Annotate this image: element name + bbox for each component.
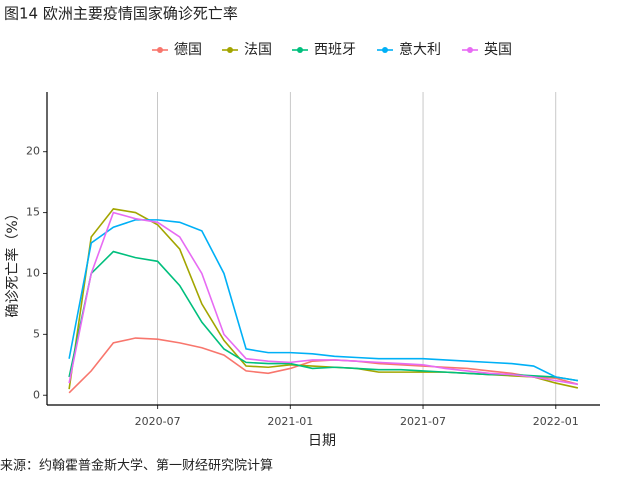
legend-swatch-dot <box>467 47 473 53</box>
legend-label: 德国 <box>174 42 202 58</box>
chart-title: 图14 欧洲主要疫情国家确诊死亡率 <box>4 5 238 23</box>
legend-label: 西班牙 <box>314 42 356 58</box>
legend-label: 意大利 <box>399 41 441 58</box>
y-tick-label: 10 <box>26 266 40 279</box>
series-line <box>68 211 579 386</box>
x-tick-label: 2020-07 <box>135 415 181 428</box>
legend-swatch-dot <box>297 47 303 53</box>
legend-label: 英国 <box>484 41 512 58</box>
x-tick-label: 2021-01 <box>267 415 313 428</box>
legend-swatch-dot <box>382 47 388 53</box>
y-tick-label: 20 <box>26 145 40 158</box>
x-tick-label: 2021-07 <box>400 415 446 428</box>
series-line <box>68 208 579 390</box>
y-tick-label: 15 <box>26 206 40 219</box>
legend-swatch-dot <box>227 47 233 53</box>
source-note: 来源：约翰霍普金斯大学、第一财经研究院计算 <box>0 458 273 474</box>
series-line <box>68 337 579 394</box>
legend-label: 法国 <box>244 42 272 58</box>
y-tick-label: 0 <box>33 388 40 401</box>
x-axis-label: 日期 <box>308 433 336 449</box>
series-line <box>68 219 579 382</box>
legend-swatch-dot <box>157 47 163 53</box>
series-line <box>68 250 579 382</box>
x-tick-label: 2022-01 <box>533 415 579 428</box>
y-axis-label: 确诊死亡率（%） <box>4 206 21 317</box>
y-tick-label: 5 <box>33 327 40 340</box>
